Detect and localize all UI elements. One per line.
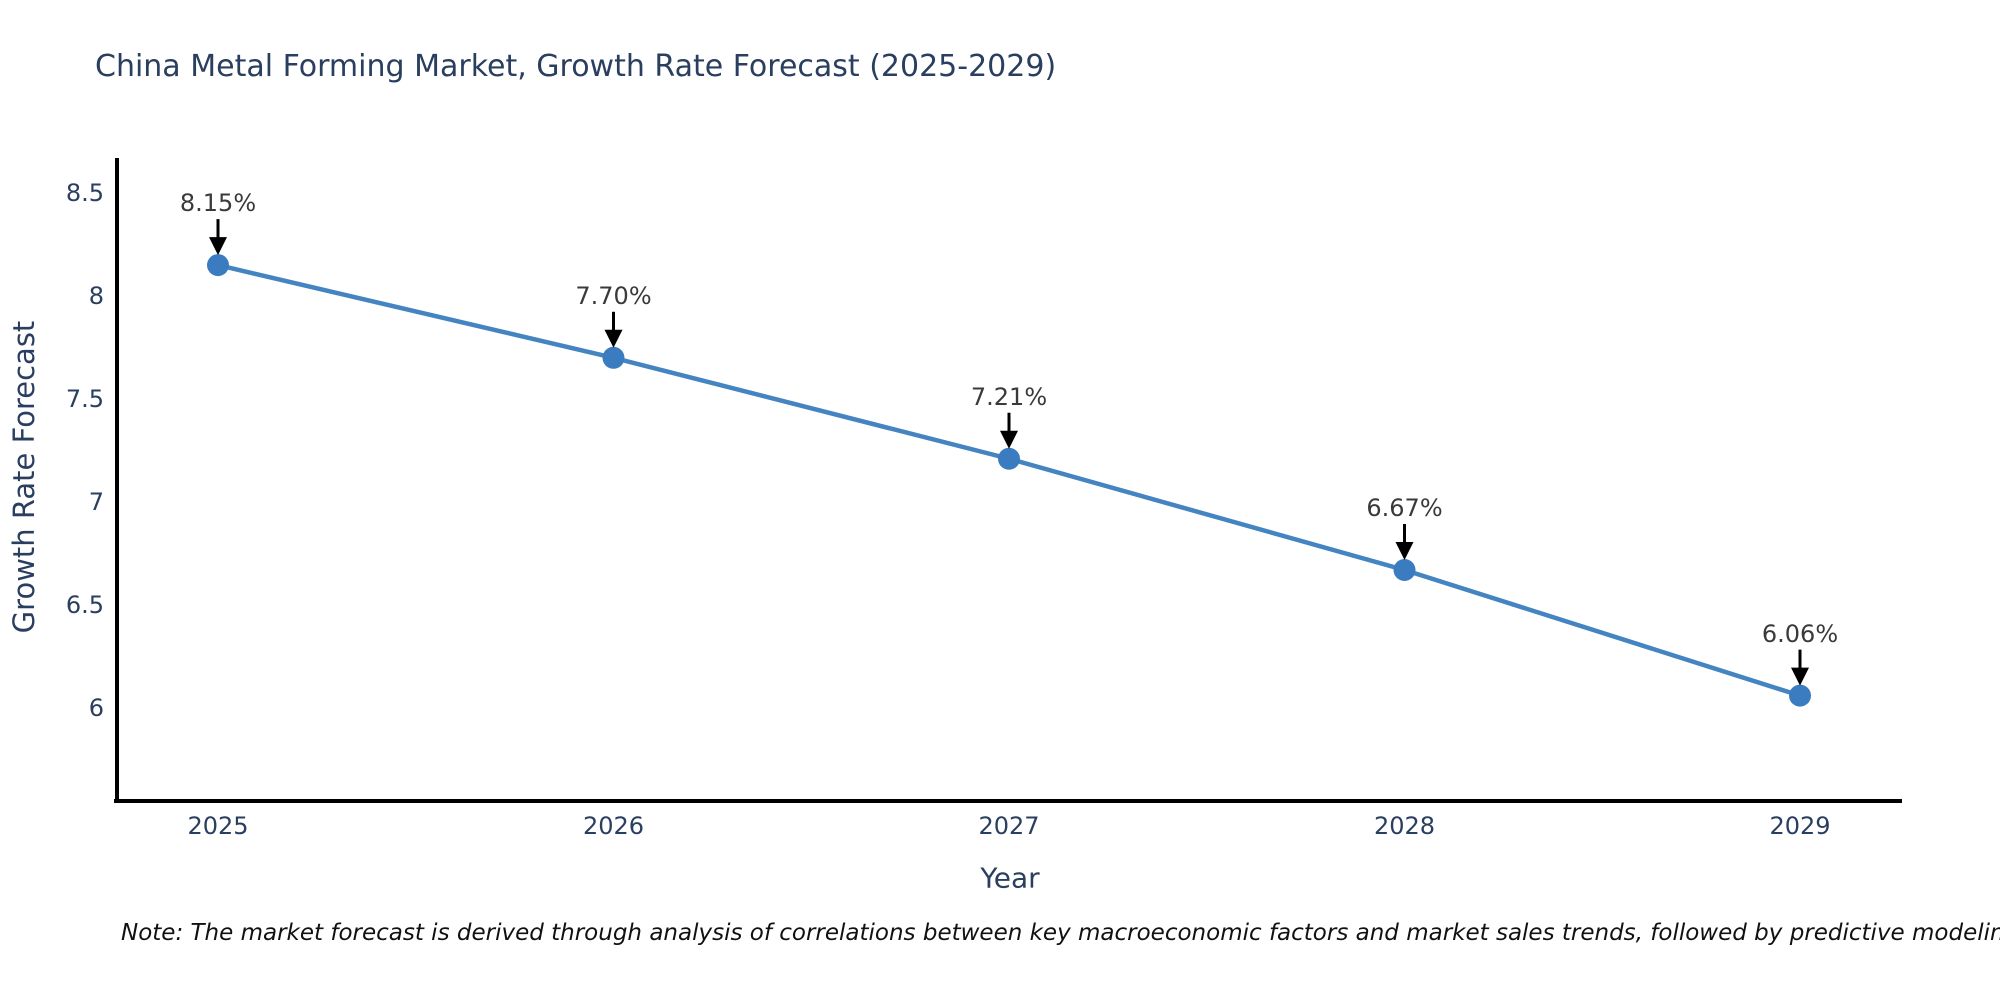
x-tick-label-2026: 2026 xyxy=(582,812,645,840)
annotation-label-2027: 7.21% xyxy=(970,382,1048,411)
x-axis-title: Year xyxy=(980,861,1040,895)
chart-title: China Metal Forming Market, Growth Rate … xyxy=(95,49,1057,84)
annotation-arrow-head-2025 xyxy=(209,237,227,256)
data-point-2026 xyxy=(602,346,625,369)
x-tick-label-2029: 2029 xyxy=(1769,812,1831,840)
data-point-2028 xyxy=(1393,558,1416,581)
annotation-arrow-head-2026 xyxy=(604,329,623,348)
x-tick-label-2028: 2028 xyxy=(1373,812,1436,840)
annotation-arrow-head-2028 xyxy=(1395,541,1414,560)
y-tick-label-6: 6 xyxy=(88,694,104,722)
data-point-2027 xyxy=(998,447,1020,470)
data-point-2029 xyxy=(1789,684,1811,707)
annotation-arrow-head-2027 xyxy=(1000,430,1018,449)
x-tick-label-2025: 2025 xyxy=(187,812,249,840)
y-tick-label-7.5: 7.5 xyxy=(65,385,104,413)
data-line xyxy=(217,262,1801,698)
note-text: Note: The market forecast is derived thr… xyxy=(121,920,2000,946)
annotation-label-2025: 8.15% xyxy=(179,189,257,218)
y-tick-label-8.5: 8.5 xyxy=(65,179,104,207)
annotation-label-2028: 6.67% xyxy=(1366,493,1443,522)
y-tick-label-7: 7 xyxy=(88,488,104,516)
data-point-2025 xyxy=(207,254,229,277)
annotation-arrow-head-2029 xyxy=(1791,667,1809,686)
x-tick-label-2027: 2027 xyxy=(978,812,1040,840)
y-tick-label-8: 8 xyxy=(88,282,104,310)
y-tick-label-6.5: 6.5 xyxy=(65,591,104,619)
annotation-label-2026: 7.70% xyxy=(575,281,652,310)
annotation-label-2029: 6.06% xyxy=(1761,619,1839,648)
